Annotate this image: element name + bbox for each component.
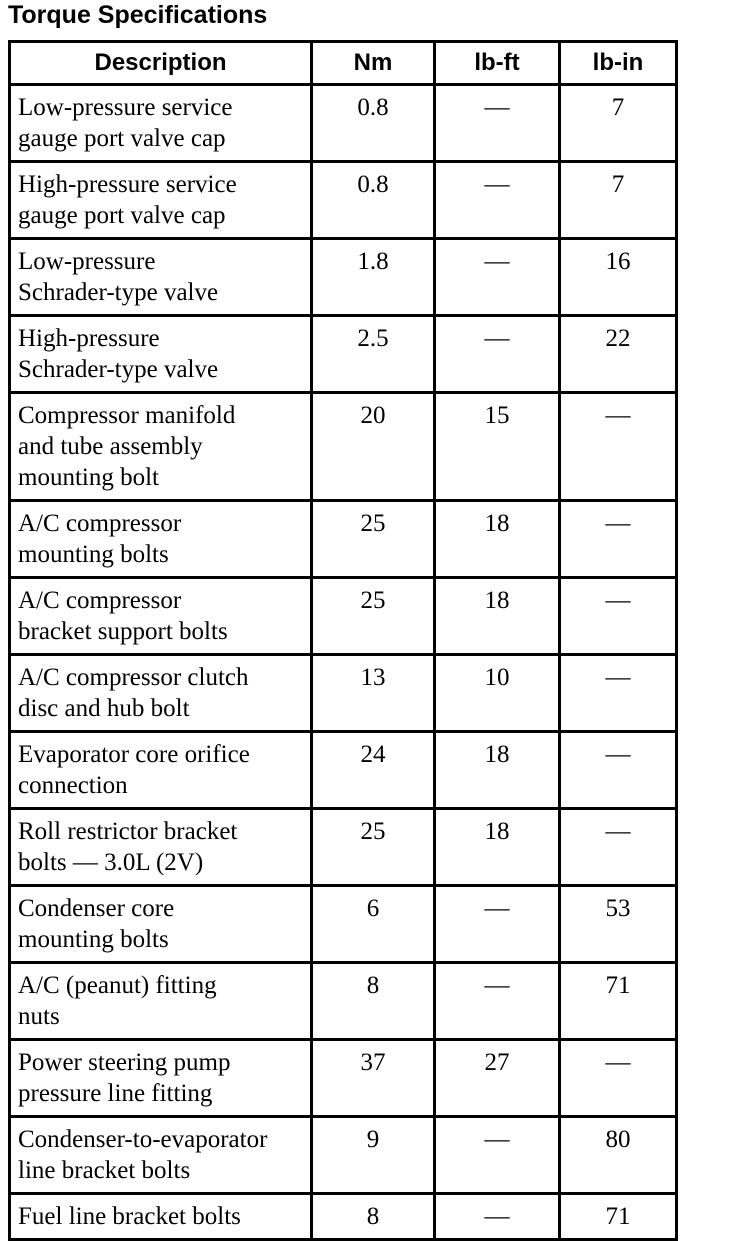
page-title: Torque Specifications: [8, 1, 268, 29]
cell-nm: 9: [310, 1115, 436, 1195]
table-row: Low-pressure Schrader-type valve 1.8—16: [8, 237, 678, 317]
cell-lb-ft: —: [433, 961, 561, 1041]
cell-description: High-pressure service gauge port valve c…: [8, 160, 313, 240]
cell-lb-in: 71: [558, 1192, 678, 1241]
cell-lb-ft: 15: [433, 391, 561, 502]
cell-nm: 24: [310, 730, 436, 810]
cell-lb-in: —: [558, 653, 678, 733]
cell-lb-ft: 18: [433, 730, 561, 810]
table-row: Roll restrictor bracket bolts — 3.0L (2V…: [8, 807, 678, 887]
cell-nm: 25: [310, 499, 436, 579]
cell-nm: 20: [310, 391, 436, 502]
cell-nm: 1.8: [310, 237, 436, 317]
cell-description: A/C compressor bracket support bolts: [8, 576, 313, 656]
column-header-nm: Nm: [310, 40, 436, 86]
cell-lb-in: —: [558, 1038, 678, 1118]
cell-lb-ft: —: [433, 83, 561, 163]
cell-nm: 0.8: [310, 160, 436, 240]
cell-lb-in: 80: [558, 1115, 678, 1195]
cell-lb-ft: —: [433, 160, 561, 240]
cell-nm: 13: [310, 653, 436, 733]
cell-description: A/C compressor mounting bolts: [8, 499, 313, 579]
cell-description: Roll restrictor bracket bolts — 3.0L (2V…: [8, 807, 313, 887]
table-row: Condenser-to-evaporator line bracket bol…: [8, 1115, 678, 1195]
cell-lb-in: 71: [558, 961, 678, 1041]
cell-description: A/C compressor clutch disc and hub bolt: [8, 653, 313, 733]
cell-description: Power steering pump pressure line fittin…: [8, 1038, 313, 1118]
cell-lb-in: 22: [558, 314, 678, 394]
cell-lb-ft: 18: [433, 807, 561, 887]
table-row: Condenser core mounting bolts 6—53: [8, 884, 678, 964]
column-header-lb-ft: lb-ft: [433, 40, 561, 86]
cell-lb-ft: 18: [433, 576, 561, 656]
table-row: A/C compressor mounting bolts 25 18—: [8, 499, 678, 579]
cell-lb-in: —: [558, 499, 678, 579]
cell-description: Compressor manifold and tube assembly mo…: [8, 391, 313, 502]
cell-lb-ft: 18: [433, 499, 561, 579]
cell-lb-in: —: [558, 391, 678, 502]
table-row: High-pressure service gauge port valve c…: [8, 160, 678, 240]
cell-lb-ft: —: [433, 884, 561, 964]
cell-nm: 0.8: [310, 83, 436, 163]
cell-description: High-pressure Schrader-type valve: [8, 314, 313, 394]
cell-lb-ft: 10: [433, 653, 561, 733]
table-row: Evaporator core orifice connection 24 18—: [8, 730, 678, 810]
cell-description: Evaporator core orifice connection: [8, 730, 313, 810]
cell-lb-ft: —: [433, 314, 561, 394]
cell-lb-in: 16: [558, 237, 678, 317]
cell-lb-in: —: [558, 576, 678, 656]
cell-lb-in: 7: [558, 83, 678, 163]
cell-description: Condenser-to-evaporator line bracket bol…: [8, 1115, 313, 1195]
cell-nm: 37: [310, 1038, 436, 1118]
cell-nm: 2.5: [310, 314, 436, 394]
cell-nm: 8: [310, 961, 436, 1041]
cell-lb-in: 7: [558, 160, 678, 240]
table-row: High-pressure Schrader-type valve 2.5—22: [8, 314, 678, 394]
cell-description: Condenser core mounting bolts: [8, 884, 313, 964]
cell-lb-in: —: [558, 807, 678, 887]
cell-lb-ft: —: [433, 1115, 561, 1195]
table-row: A/C compressor clutch disc and hub bolt 1…: [8, 653, 678, 733]
cell-description: Low-pressure service gauge port valve ca…: [8, 83, 313, 163]
cell-description: Fuel line bracket bolts: [8, 1192, 313, 1241]
table-row: Power steering pump pressure line fittin…: [8, 1038, 678, 1118]
torque-specifications-table: Description Nm lb-ft lb-in Low-pressure …: [8, 40, 678, 1241]
cell-nm: 8: [310, 1192, 436, 1241]
cell-lb-in: 53: [558, 884, 678, 964]
table-row: Fuel line bracket bolts 8—71: [8, 1192, 678, 1241]
cell-nm: 25: [310, 807, 436, 887]
cell-lb-ft: 27: [433, 1038, 561, 1118]
table-row: A/C compressor bracket support bolts 25 18…: [8, 576, 678, 656]
table-row: Low-pressure service gauge port valve ca…: [8, 83, 678, 163]
column-header-lb-in: lb-in: [558, 40, 678, 86]
cell-nm: 6: [310, 884, 436, 964]
cell-lb-in: —: [558, 730, 678, 810]
cell-nm: 25: [310, 576, 436, 656]
column-header-description: Description: [8, 40, 313, 86]
table-row: Compressor manifold and tube assembly mo…: [8, 391, 678, 502]
cell-lb-ft: —: [433, 237, 561, 317]
cell-description: Low-pressure Schrader-type valve: [8, 237, 313, 317]
cell-description: A/C (peanut) fitting nuts: [8, 961, 313, 1041]
cell-lb-ft: —: [433, 1192, 561, 1241]
table-header-row: Description Nm lb-ft lb-in: [8, 40, 678, 86]
table-row: A/C (peanut) fitting nuts 8—71: [8, 961, 678, 1041]
